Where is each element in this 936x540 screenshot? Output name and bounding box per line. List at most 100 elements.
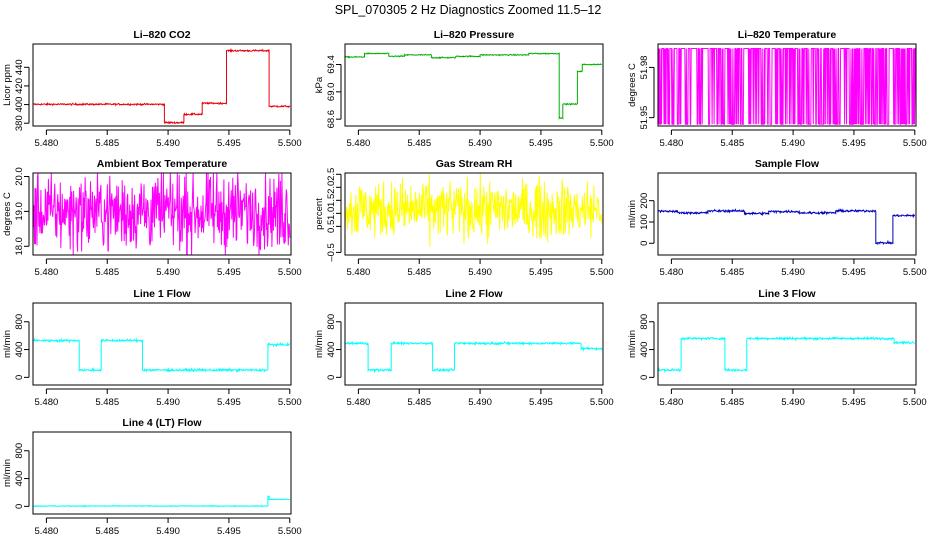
plot-frame: [657, 172, 917, 256]
x-tick-label: 5.495: [217, 267, 241, 278]
x-tick-label: 5.485: [407, 267, 431, 278]
series-line: [32, 495, 291, 508]
x-tick-label: 5.490: [468, 267, 492, 278]
x-tick-label: 5.495: [842, 267, 866, 278]
panel-1: Li–820 CO2 Licor ppm 5.480 5.485 5.490 5.495 5…: [2, 29, 302, 149]
panel-3: Li–820 Temperature degrees C 5.480 5.485 5.4…: [627, 29, 927, 149]
x-tick-label: 5.500: [278, 138, 302, 149]
x-tick-label: 5.500: [903, 267, 927, 278]
y-tick-label: 0: [639, 241, 650, 246]
x-tick-label: 5.480: [659, 267, 683, 278]
y-tick-label: 1.0: [326, 207, 337, 220]
x-tick-label: 5.480: [659, 138, 683, 149]
y-tick-label: 1.5: [326, 194, 337, 207]
y-axis-label: ml/min: [2, 459, 13, 487]
y-tick-label: 0: [639, 375, 650, 380]
series-line: [32, 47, 291, 125]
y-tick-label: 20.0: [14, 167, 25, 186]
series-line: [344, 172, 603, 248]
y-tick-label: 400: [639, 342, 650, 358]
x-tick-label: 5.485: [407, 138, 431, 149]
plot-frame: [32, 302, 292, 386]
x-tick-label: 5.500: [278, 526, 302, 537]
x-tick-label: 5.500: [590, 397, 614, 408]
x-tick-label: 5.500: [903, 138, 927, 149]
x-tick-label: 5.490: [468, 138, 492, 149]
x-tick-label: 5.490: [781, 397, 805, 408]
panel-title: Line 1 Flow: [133, 288, 191, 300]
x-tick-label: 5.480: [34, 138, 58, 149]
x-tick-label: 5.495: [529, 397, 553, 408]
x-tick-label: 5.485: [720, 138, 744, 149]
x-tick-label: 5.485: [95, 526, 119, 537]
x-tick-label: 5.485: [720, 397, 744, 408]
y-tick-label: 420: [14, 78, 25, 94]
y-tick-label: 800: [326, 314, 337, 330]
x-tick-label: 5.490: [156, 267, 180, 278]
x-tick-label: 5.495: [529, 138, 553, 149]
y-axis-label: ml/min: [627, 330, 638, 358]
x-tick-label: 5.490: [781, 138, 805, 149]
x-tick-label: 5.495: [842, 397, 866, 408]
x-tick-label: 5.500: [590, 138, 614, 149]
y-tick-label: 51.95: [639, 106, 650, 130]
x-tick-label: 5.500: [278, 397, 302, 408]
panel-5: Gas Stream RH percent 5.480 5.485 5.490 5.495…: [314, 158, 614, 278]
panel-title: Gas Stream RH: [436, 158, 512, 170]
x-tick-label: 5.495: [842, 138, 866, 149]
plot-frame: [32, 431, 292, 515]
plot-frame: [657, 43, 917, 127]
y-tick-label: 100: [639, 214, 650, 230]
y-tick-label: 200: [639, 193, 650, 209]
series-line: [657, 48, 917, 125]
series-line: [344, 340, 603, 374]
x-tick-label: 5.495: [529, 267, 553, 278]
y-tick-label: 800: [14, 443, 25, 459]
x-tick-label: 5.500: [278, 267, 302, 278]
y-axis-label: degrees C: [627, 63, 638, 107]
x-tick-label: 5.480: [34, 526, 58, 537]
panel-2: Li–820 Pressure kPa 5.480 5.485 5.490 5.495 5.…: [314, 29, 614, 149]
x-tick-label: 5.495: [217, 397, 241, 408]
panel-title: Li–820 CO2: [133, 29, 190, 41]
x-tick-label: 5.485: [95, 138, 119, 149]
y-tick-label: 380: [14, 115, 25, 131]
x-tick-label: 5.490: [156, 138, 180, 149]
y-tick-label: 0.5: [326, 220, 337, 233]
x-tick-label: 5.485: [720, 267, 744, 278]
x-tick-label: 5.485: [407, 397, 431, 408]
x-tick-label: 5.500: [903, 397, 927, 408]
y-tick-label: 400: [14, 471, 25, 487]
x-tick-label: 5.500: [590, 267, 614, 278]
y-axis-label: Licor ppm: [2, 64, 13, 106]
panel-title: Line 3 Flow: [758, 288, 816, 300]
panel-4: Ambient Box Temperature degrees C 5.480 5.4…: [2, 158, 302, 278]
y-tick-label: 400: [326, 342, 337, 358]
y-tick-label: 400: [14, 97, 25, 113]
panel-title: Sample Flow: [755, 158, 820, 170]
panel-7: Line 1 Flow ml/min 5.480 5.485 5.490 5.495 5.5…: [2, 288, 302, 408]
figure-title: SPL_070305 2 Hz Diagnostics Zoomed 11.5–…: [334, 3, 602, 17]
series-line: [32, 172, 291, 256]
x-tick-label: 5.480: [34, 397, 58, 408]
panel-8: Line 2 Flow ml/min 5.480 5.485 5.490 5.495 5.5…: [314, 288, 614, 408]
plot-frame: [344, 302, 604, 386]
panel-title: Ambient Box Temperature: [97, 158, 228, 170]
x-tick-label: 5.490: [156, 397, 180, 408]
y-axis-label: ml/min: [627, 200, 638, 228]
x-tick-label: 5.480: [346, 138, 370, 149]
y-tick-label: 69.4: [326, 55, 337, 74]
panel-10: Line 4 (LT) Flow ml/min 5.480 5.485 5.490 5.4…: [2, 417, 302, 537]
series-line: [657, 335, 916, 374]
x-tick-label: 5.495: [217, 138, 241, 149]
y-axis-label: percent: [314, 198, 325, 230]
y-tick-label: 800: [14, 314, 25, 330]
panel-6: Sample Flow ml/min 5.480 5.485 5.490 5.495 5.5…: [627, 158, 927, 278]
y-tick-label: –0.5: [326, 243, 337, 262]
plot-frame: [344, 43, 604, 127]
x-tick-label: 5.490: [468, 397, 492, 408]
plot-frame: [32, 43, 292, 127]
y-axis-label: kPa: [314, 76, 325, 93]
x-tick-label: 5.495: [217, 526, 241, 537]
